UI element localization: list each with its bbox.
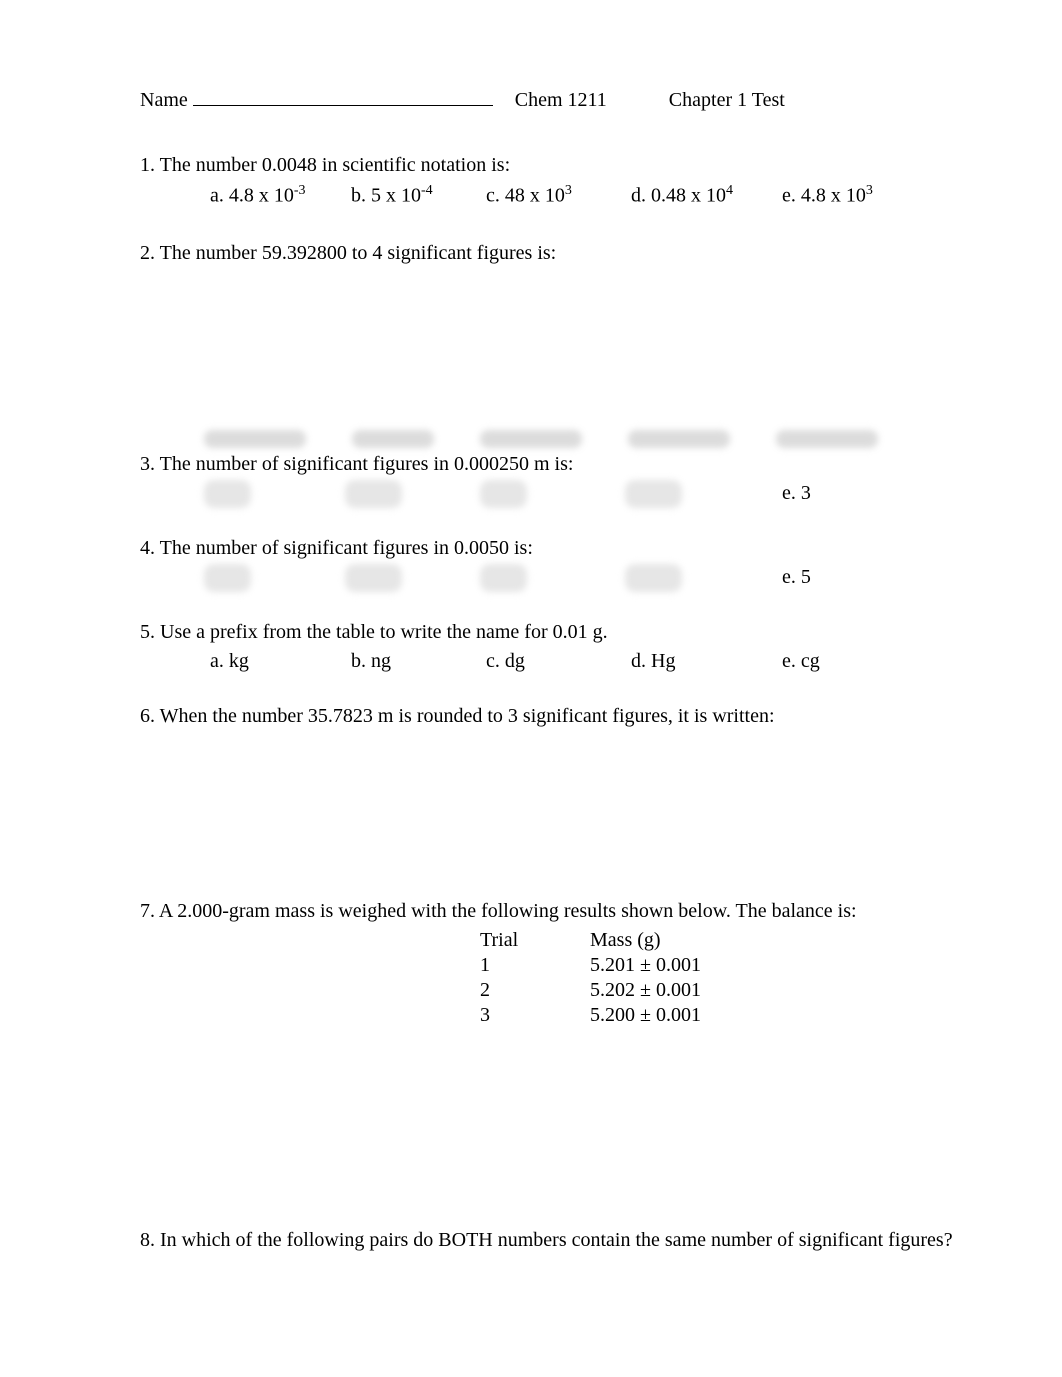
cell-mass: 5.201 ± 0.001 [590, 953, 701, 978]
q4-choice-e: e. 5 [782, 565, 811, 590]
question-3-stem: 3. The number of significant figures in … [140, 452, 966, 477]
q1-e-pre: e. 4.8 x 10 [782, 185, 866, 207]
col-header-mass: Mass (g) [590, 928, 661, 953]
cell-trial: 1 [480, 953, 590, 978]
cell-mass: 5.202 ± 0.001 [590, 978, 701, 1003]
q1-d-sup: 4 [726, 183, 733, 198]
redacted-choice [210, 486, 245, 502]
question-6-stem: 6. When the number 35.7823 m is rounded … [140, 704, 966, 729]
q1-e-sup: 3 [866, 183, 873, 198]
redacted-choice [486, 486, 521, 502]
redacted-choice [486, 570, 521, 586]
table-row: 2 5.202 ± 0.001 [480, 978, 966, 1003]
q1-choice-c: c. 48 x 103 [486, 182, 626, 209]
question-4-choices: e. 5 [210, 565, 966, 590]
redacted-choice [210, 570, 245, 586]
q1-b-pre: b. 5 x 10 [351, 185, 421, 207]
course-code: Chem 1211 [515, 89, 607, 111]
q1-a-pre: a. 4.8 x 10 [210, 185, 294, 207]
q5-choice-a: a. kg [210, 649, 346, 674]
question-2-stem: 2. The number 59.392800 to 4 significant… [140, 241, 966, 266]
mass-table: Trial Mass (g) 1 5.201 ± 0.001 2 5.202 ±… [480, 928, 966, 1028]
q1-choice-e: e. 4.8 x 103 [782, 182, 873, 209]
question-3-choices: e. 3 [210, 481, 966, 506]
cell-trial: 2 [480, 978, 590, 1003]
redacted-choice-row [210, 436, 966, 442]
q1-choice-d: d. 0.48 x 104 [631, 182, 777, 209]
cell-trial: 3 [480, 1003, 590, 1028]
redacted-block [358, 436, 428, 442]
cell-mass: 5.200 ± 0.001 [590, 1003, 701, 1028]
redacted-block [210, 436, 300, 442]
test-header: Name Chem 1211 Chapter 1 Test [140, 88, 966, 113]
q1-choice-a: a. 4.8 x 10-3 [210, 182, 346, 209]
redacted-block [782, 436, 872, 442]
q5-choice-e: e. cg [782, 649, 820, 674]
name-label: Name [140, 89, 188, 111]
redacted-choice [631, 486, 676, 502]
q5-choice-b: b. ng [351, 649, 481, 674]
question-4-stem: 4. The number of significant figures in … [140, 536, 966, 561]
q1-b-sup: -4 [421, 183, 433, 198]
col-header-trial: Trial [480, 928, 590, 953]
redacted-choice [631, 570, 676, 586]
question-5-choices: a. kg b. ng c. dg d. Hg e. cg [210, 649, 966, 674]
test-title: Chapter 1 Test [669, 89, 785, 111]
redacted-block [486, 436, 576, 442]
question-1-choices: a. 4.8 x 10-3 b. 5 x 10-4 c. 48 x 103 d.… [210, 182, 966, 209]
redacted-choice [351, 486, 396, 502]
table-row: Trial Mass (g) [480, 928, 966, 953]
table-row: 1 5.201 ± 0.001 [480, 953, 966, 978]
q1-choice-b: b. 5 x 10-4 [351, 182, 481, 209]
q1-c-pre: c. 48 x 10 [486, 185, 565, 207]
q1-d-pre: d. 0.48 x 10 [631, 185, 726, 207]
redacted-block [634, 436, 724, 442]
q5-choice-d: d. Hg [631, 649, 777, 674]
name-blank-line [193, 105, 493, 106]
question-8-stem: 8. In which of the following pairs do BO… [140, 1228, 966, 1253]
q1-c-sup: 3 [565, 183, 572, 198]
question-5-stem: 5. Use a prefix from the table to write … [140, 620, 966, 645]
redacted-choice [351, 570, 396, 586]
question-1-stem: 1. The number 0.0048 in scientific notat… [140, 153, 966, 178]
q5-choice-c: c. dg [486, 649, 626, 674]
question-7-stem: 7. A 2.000-gram mass is weighed with the… [140, 899, 966, 924]
q1-a-sup: -3 [294, 183, 306, 198]
q3-choice-e: e. 3 [782, 481, 811, 506]
table-row: 3 5.200 ± 0.001 [480, 1003, 966, 1028]
